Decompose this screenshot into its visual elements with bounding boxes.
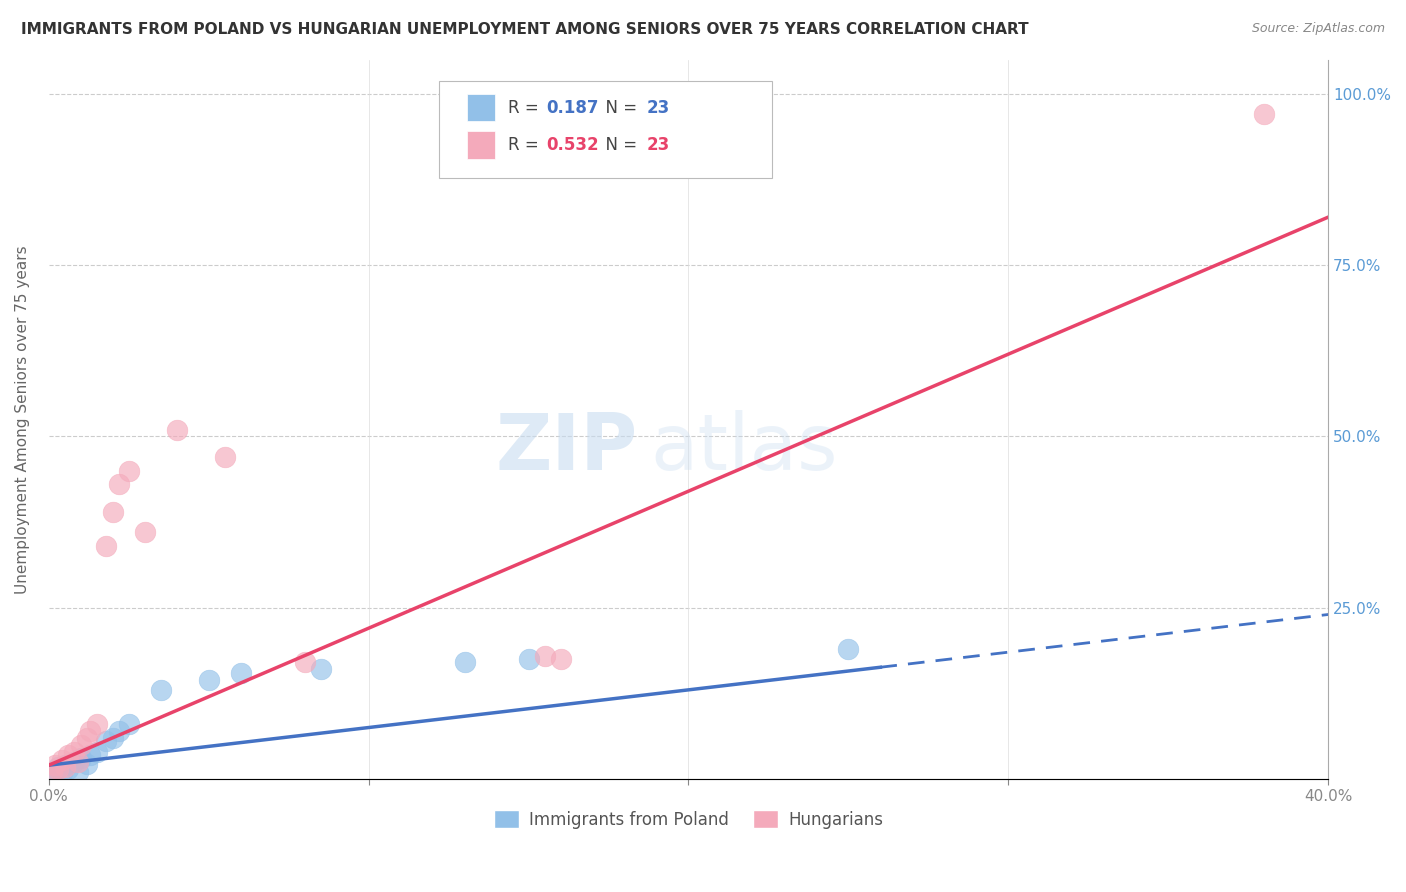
Point: [66, 755, 89, 769]
Point: [108, 723, 131, 738]
Point: [118, 717, 141, 731]
Point: [69, 738, 91, 752]
Point: [56, 762, 79, 776]
Point: [214, 450, 236, 464]
Point: [51, 753, 73, 767]
Point: [46, 762, 69, 776]
Point: [533, 648, 555, 663]
Point: [149, 682, 172, 697]
Bar: [467, 95, 495, 121]
Bar: [467, 131, 495, 159]
Point: [41, 768, 63, 782]
Point: [51, 766, 73, 780]
Text: IMMIGRANTS FROM POLAND VS HUNGARIAN UNEMPLOYMENT AMONG SENIORS OVER 75 YEARS COR: IMMIGRANTS FROM POLAND VS HUNGARIAN UNEM…: [21, 22, 1029, 37]
Point: [56, 747, 79, 762]
Point: [53, 759, 76, 773]
Text: 23: 23: [647, 136, 669, 154]
Point: [166, 423, 188, 437]
Text: ZIP: ZIP: [495, 410, 637, 486]
Point: [134, 525, 156, 540]
Y-axis label: Unemployment Among Seniors over 75 years: Unemployment Among Seniors over 75 years: [15, 245, 30, 593]
Point: [453, 656, 475, 670]
Point: [44, 758, 66, 772]
Point: [79, 723, 101, 738]
Point: [66, 765, 89, 780]
Point: [550, 652, 572, 666]
Point: [76, 731, 98, 745]
Point: [44, 764, 66, 778]
Text: 0.187: 0.187: [547, 99, 599, 117]
Text: R =: R =: [508, 136, 544, 154]
Point: [101, 731, 124, 745]
Text: N =: N =: [595, 136, 643, 154]
Point: [837, 641, 859, 656]
Point: [63, 755, 86, 769]
Point: [46, 759, 69, 773]
Point: [229, 665, 252, 680]
Point: [53, 758, 76, 772]
Point: [118, 464, 141, 478]
Point: [69, 751, 91, 765]
FancyBboxPatch shape: [439, 81, 772, 178]
Text: R =: R =: [508, 99, 544, 117]
Point: [197, 673, 219, 687]
Point: [1253, 107, 1275, 121]
Point: [76, 756, 98, 771]
Point: [517, 652, 540, 666]
Text: N =: N =: [595, 99, 643, 117]
Point: [96, 734, 118, 748]
Point: [86, 745, 108, 759]
Point: [108, 477, 131, 491]
Point: [41, 765, 63, 780]
Point: [101, 505, 124, 519]
Point: [79, 747, 101, 762]
Legend: Immigrants from Poland, Hungarians: Immigrants from Poland, Hungarians: [486, 804, 890, 835]
Point: [309, 662, 332, 676]
Text: 0.532: 0.532: [547, 136, 599, 154]
Text: Source: ZipAtlas.com: Source: ZipAtlas.com: [1251, 22, 1385, 36]
Point: [86, 717, 108, 731]
Point: [294, 656, 316, 670]
Text: atlas: atlas: [650, 410, 838, 486]
Point: [63, 745, 86, 759]
Text: 23: 23: [647, 99, 669, 117]
Point: [96, 539, 118, 553]
